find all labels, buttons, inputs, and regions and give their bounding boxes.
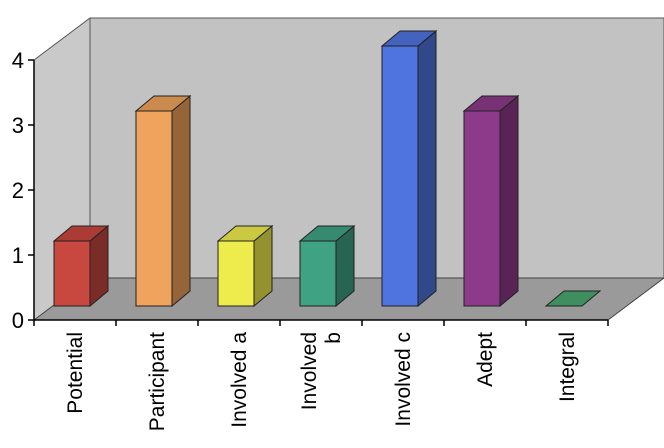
y-axis: 0 1 2 3 4 (12, 48, 609, 333)
bar-front (53, 240, 91, 307)
x-tick-label-line: Involved (298, 332, 321, 410)
y-tick-label: 2 (12, 178, 24, 203)
bar-front (463, 110, 501, 307)
x-tick-label: Potential (64, 332, 87, 414)
wall-edge (33, 17, 91, 61)
x-tick-label-line: Adept (474, 332, 497, 387)
bar-side (499, 94, 519, 308)
back-wall (89, 17, 664, 279)
x-tick-label: Integral (556, 332, 579, 402)
bar-side (417, 29, 437, 308)
bar (298, 224, 356, 308)
bar-flat (544, 290, 602, 307)
x-tick-label-line: Potential (64, 332, 87, 414)
x-tick-label-line: Integral (556, 332, 579, 402)
bar-side (171, 94, 191, 308)
x-tick-label-line: Participant (146, 332, 169, 431)
y-tick-label: 0 (12, 308, 24, 333)
bar-front (299, 240, 337, 307)
y-tick-label: 3 (12, 113, 24, 138)
x-tick-label: Involved a (228, 332, 251, 428)
bar-front (217, 240, 255, 307)
bar (52, 224, 110, 308)
y-tick-label: 4 (12, 48, 24, 73)
bar (380, 29, 438, 308)
bar (216, 224, 274, 308)
bar (134, 94, 192, 308)
x-tick-label: Involved b (298, 332, 345, 410)
bar-front (381, 45, 419, 307)
x-tick-label-line: Involved c (392, 332, 415, 427)
x-axis-labels: Potential Participant Involved a Involved b I… (64, 332, 579, 432)
bar (462, 94, 520, 308)
chart-walls (32, 17, 664, 321)
bar-series (52, 29, 602, 308)
bar (544, 290, 602, 307)
x-tick-label-line: Involved a (228, 332, 251, 428)
x-tick-label: Participant (146, 332, 169, 431)
x-tick-label: Adept (474, 332, 497, 387)
y-tick-label: 1 (12, 243, 24, 268)
x-tick-label: Involved c (392, 332, 415, 427)
bar-front (135, 110, 173, 307)
x-tick-label-line: b (322, 332, 345, 344)
